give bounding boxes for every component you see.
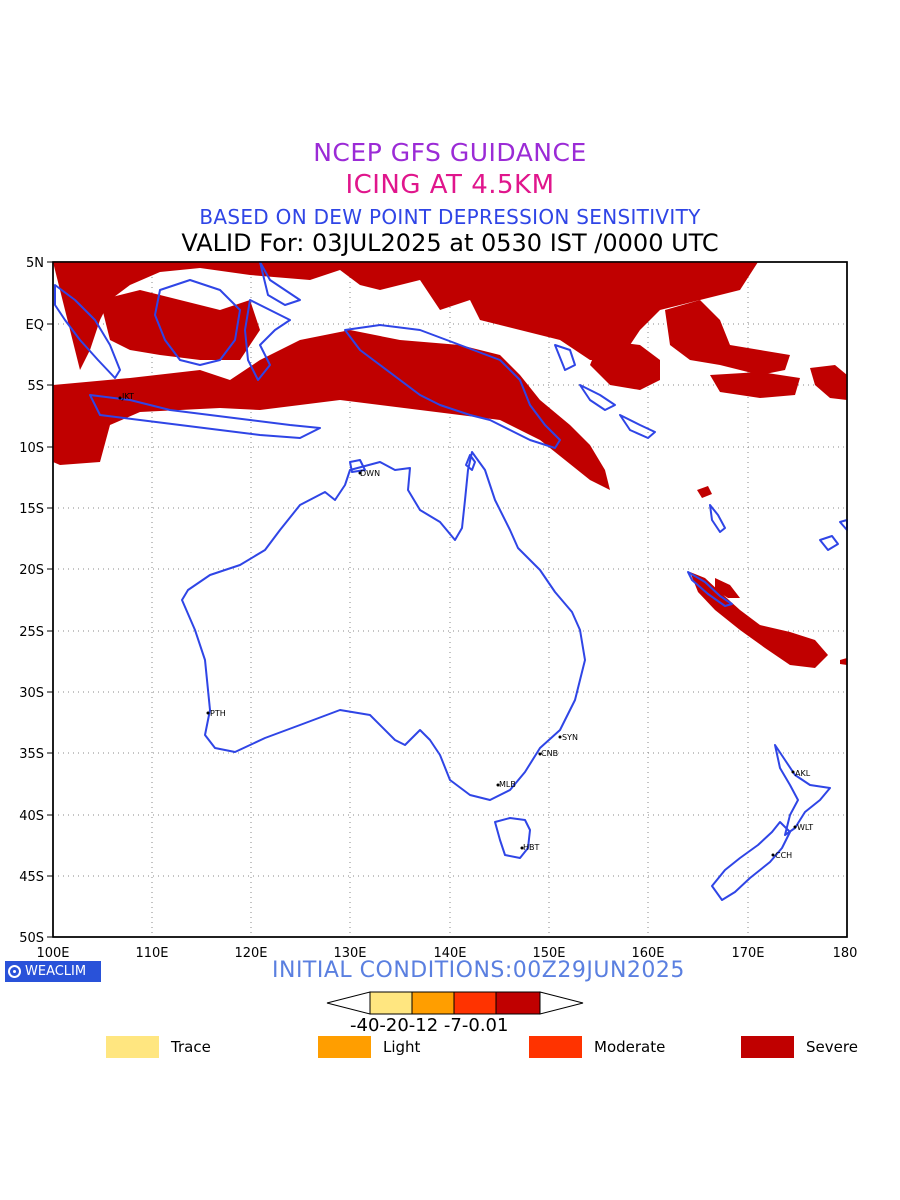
city-dot-wlt [793,825,797,829]
lon-tick: 170E [731,946,764,961]
city-label-akl: AKL [795,769,811,778]
city-label-cch: CCH [775,851,792,860]
city-label-wlt: WLT [797,823,813,832]
title-product: ICING AT 4.5KM [345,170,555,200]
colorbar-severe [495,991,541,1015]
city-label-jkt: JKT [121,392,134,401]
city-label-hbt: HBT [523,843,540,852]
colorbar-right-arrow [539,991,584,1015]
city-labels: JKT DWN PTH SYN CNB MLB HBT AKL WLT CCH [118,392,813,860]
lat-tick: 20S [19,563,44,578]
lon-tick: 120E [234,946,267,961]
lat-tick: 25S [19,625,44,640]
lat-tick: 45S [19,870,44,885]
lat-tick: 5S [27,379,44,394]
coastlines [54,261,848,901]
city-dot-pth [206,711,210,715]
lon-tick: 160E [631,946,664,961]
lat-tick: 10S [19,441,44,456]
city-dot-jkt [118,396,122,400]
lon-axis-labels: 100E 110E 120E 130E 140E 150E 160E 170E … [36,946,857,961]
lat-tick: EQ [26,318,44,333]
lon-tick: 150E [532,946,565,961]
severe-icing-areas [53,262,847,668]
legend-swatch [318,1036,371,1058]
city-label-dwn: DWN [360,469,380,478]
legend-swatch [529,1036,582,1058]
colorbar-light [411,991,455,1015]
lat-axis-labels: 5N EQ 5S 10S 15S 20S 25S 30S 35S 40S 45S… [19,256,44,946]
logo-circle-icon [8,965,21,978]
legend-label: Light [383,1038,421,1056]
title-method: BASED ON DEW POINT DEPRESSION SENSITIVIT… [199,205,701,229]
lon-tick: 110E [135,946,168,961]
weaclim-logo: WEACLIM [5,961,101,982]
city-dot-mlb [496,783,500,787]
title-valid-time: VALID For: 03JUL2025 at 0530 IST /0000 U… [181,229,719,257]
legend-label: Trace [171,1038,211,1056]
colorbar-trace [369,991,413,1015]
legend-item-trace: Trace [106,1036,211,1058]
legend-swatch [106,1036,159,1058]
lat-tick: 35S [19,747,44,762]
city-dot-cnb [538,752,542,756]
logo-text: WEACLIM [25,964,87,979]
colorbar [326,991,584,1015]
legend-label: Moderate [594,1038,666,1056]
lon-tick: 130E [333,946,366,961]
lat-tick: 15S [19,502,44,517]
city-label-syn: SYN [562,733,578,742]
legend-item-severe: Severe [741,1036,858,1058]
city-label-cnb: CNB [541,749,558,758]
initial-conditions: INITIAL CONDITIONS:00Z29JUN2025 [272,958,685,983]
colorbar-left-arrow [326,991,371,1015]
title-model: NCEP GFS GUIDANCE [313,138,587,167]
city-label-pth: PTH [210,709,226,718]
city-dot-dwn [358,471,362,475]
lon-tick: 100E [36,946,69,961]
legend-item-light: Light [318,1036,420,1058]
city-dot-akl [791,770,795,774]
city-label-mlb: MLB [499,780,516,789]
lat-tick: 5N [26,256,44,271]
city-dot-syn [558,735,562,739]
colorbar-moderate [453,991,497,1015]
legend-swatch [741,1036,794,1058]
lat-tick: 40S [19,809,44,824]
lat-tick: 50S [19,931,44,946]
colorbar-labels: -40-20-12 -7-0.01 [350,1015,509,1036]
city-dot-cch [771,853,775,857]
legend-label: Severe [806,1038,858,1056]
lon-tick: 180 [833,946,858,961]
legend-item-moderate: Moderate [529,1036,665,1058]
city-dot-hbt [520,846,524,850]
lon-tick: 140E [433,946,466,961]
lat-tick: 30S [19,686,44,701]
